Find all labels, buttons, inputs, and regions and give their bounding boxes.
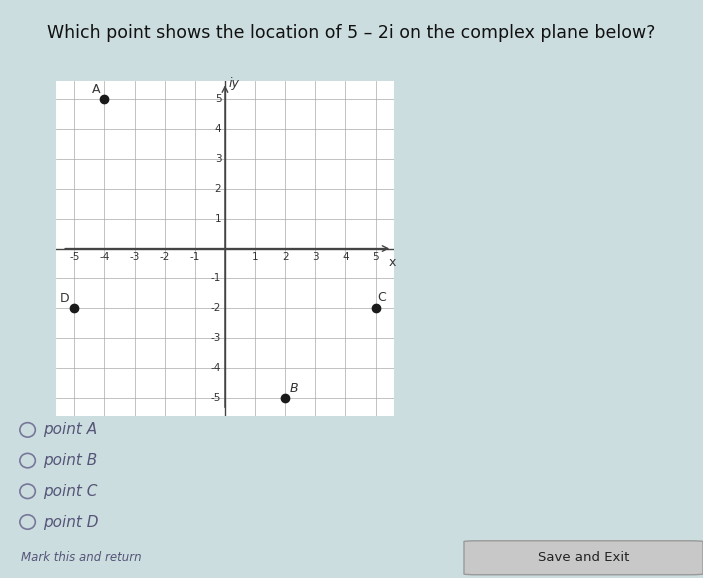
Text: 2: 2	[282, 252, 288, 262]
Text: -3: -3	[211, 334, 221, 343]
Text: 5: 5	[214, 94, 221, 104]
Text: iy: iy	[228, 77, 240, 90]
Text: -1: -1	[190, 252, 200, 262]
Text: -2: -2	[160, 252, 170, 262]
Text: -5: -5	[69, 252, 79, 262]
Text: 2: 2	[214, 184, 221, 194]
Text: C: C	[377, 291, 386, 304]
Text: point D: point D	[43, 514, 98, 529]
Text: 5: 5	[373, 252, 379, 262]
Text: point C: point C	[43, 484, 98, 499]
Text: -2: -2	[211, 303, 221, 313]
Text: 1: 1	[252, 252, 259, 262]
Text: Save and Exit: Save and Exit	[538, 551, 629, 564]
Text: -4: -4	[211, 363, 221, 373]
Text: -3: -3	[129, 252, 140, 262]
Text: B: B	[290, 382, 298, 395]
Text: 4: 4	[342, 252, 349, 262]
Text: point B: point B	[43, 453, 97, 468]
Text: point A: point A	[43, 423, 97, 438]
Text: D: D	[60, 292, 70, 305]
Text: x: x	[389, 256, 396, 269]
FancyBboxPatch shape	[464, 541, 703, 575]
Text: -4: -4	[99, 252, 110, 262]
Text: Mark this and return: Mark this and return	[21, 551, 142, 564]
Text: 3: 3	[312, 252, 318, 262]
Text: -5: -5	[211, 393, 221, 403]
Text: 1: 1	[214, 214, 221, 224]
Text: 4: 4	[214, 124, 221, 134]
Text: -1: -1	[211, 273, 221, 283]
Text: A: A	[91, 83, 100, 97]
Text: 3: 3	[214, 154, 221, 164]
Text: Which point shows the location of 5 – 2i on the complex plane below?: Which point shows the location of 5 – 2i…	[47, 24, 656, 42]
